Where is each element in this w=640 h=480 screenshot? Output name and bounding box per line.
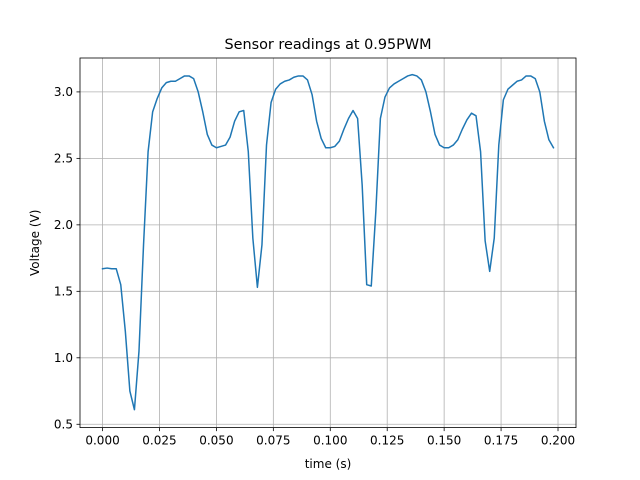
y-tick-label: 3.0 (54, 85, 73, 99)
x-tick-label: 0.150 (427, 434, 461, 448)
plot-area-frame (79, 57, 577, 429)
chart-title: Sensor readings at 0.95PWM (224, 37, 431, 53)
y-axis-label: Voltage (V) (28, 210, 42, 276)
x-tick-label: 0.200 (541, 434, 575, 448)
y-tick-label: 0.5 (54, 418, 73, 432)
grid-lines (80, 58, 576, 428)
y-tick-label: 1.0 (54, 351, 73, 365)
x-tick-label: 0.125 (370, 434, 404, 448)
x-tick-label: 0.050 (199, 434, 233, 448)
x-tick-label: 0.025 (142, 434, 176, 448)
series-layer (101, 73, 555, 411)
y-tick-label: 2.0 (54, 218, 73, 232)
y-tick-label: 2.5 (54, 152, 73, 166)
x-tick-label: 0.000 (85, 434, 119, 448)
x-axis-ticks: 0.000 0.025 0.050 0.075 0.100 0.125 0.150 0.175… (85, 427, 575, 448)
voltage-series-line (101, 73, 555, 411)
x-axis-label: time (s) (305, 457, 352, 471)
y-tick-label: 1.5 (54, 285, 73, 299)
x-tick-label: 0.175 (484, 434, 518, 448)
x-tick-label: 0.075 (256, 434, 290, 448)
x-tick-label: 0.100 (313, 434, 347, 448)
y-axis-ticks: 0.5 1.0 1.5 2.0 2.5 3.0 (54, 85, 80, 432)
